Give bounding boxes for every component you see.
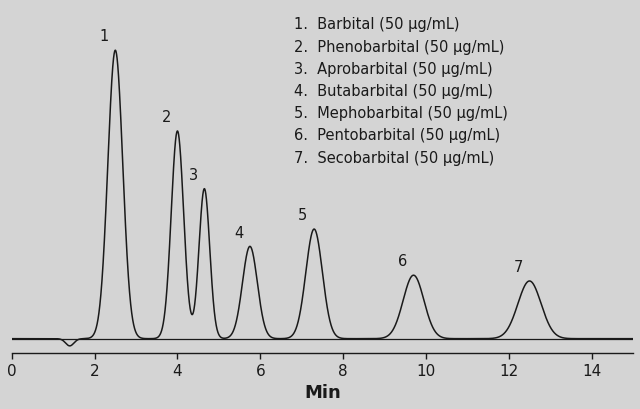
Text: 6: 6	[397, 254, 407, 270]
Text: 2: 2	[161, 110, 171, 125]
Text: 1: 1	[100, 29, 109, 45]
Text: 4: 4	[234, 226, 243, 240]
Text: 1.  Barbital (50 μg/mL)
2.  Phenobarbital (50 μg/mL)
3.  Aprobarbital (50 μg/mL): 1. Barbital (50 μg/mL) 2. Phenobarbital …	[294, 17, 508, 166]
X-axis label: Min: Min	[304, 384, 340, 402]
Text: 5: 5	[298, 208, 307, 223]
Text: 3: 3	[189, 168, 198, 183]
Text: 7: 7	[513, 260, 523, 275]
